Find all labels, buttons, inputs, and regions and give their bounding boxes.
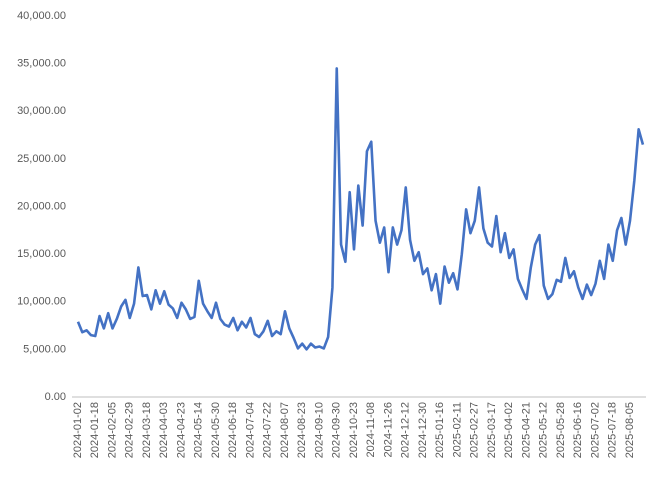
x-tick-label: 2024-01-18 [89,402,101,458]
y-tick-label: 40,000.00 [17,10,66,22]
x-tick-label: 2025-02-27 [469,402,481,458]
x-tick-label: 2025-06-16 [572,402,584,458]
x-tick-label: 2024-09-30 [331,402,343,458]
x-tick-label: 2025-03-17 [486,402,498,458]
y-tick-label: 10,000.00 [17,296,66,308]
y-tick-label: 20,000.00 [17,200,66,212]
x-tick-label: 2024-05-14 [193,402,205,458]
x-tick-label: 2025-08-05 [624,402,636,458]
y-tick-label: 30,000.00 [17,105,66,117]
x-tick-label: 2024-08-07 [279,402,291,458]
y-tick-label: 5,000.00 [23,343,66,355]
x-tick-label: 2024-11-26 [382,402,394,457]
x-tick-label: 2024-01-02 [72,402,84,458]
x-tick-label: 2024-04-03 [158,402,170,458]
x-tick-label: 2025-04-21 [520,402,532,458]
y-tick-label: 15,000.00 [17,248,66,260]
x-tick-label: 2025-05-28 [555,402,567,458]
y-tick-label: 35,000.00 [17,58,66,70]
x-tick-label: 2024-02-05 [106,402,118,458]
x-tick-label: 2024-12-30 [417,402,429,458]
y-tick-label: 25,000.00 [17,153,66,165]
x-tick-label: 2024-08-23 [296,402,308,458]
x-tick-label: 2024-12-12 [400,402,412,458]
x-tick-label: 2025-05-12 [538,402,550,458]
x-tick-label: 2025-04-02 [503,402,515,458]
x-tick-label: 2024-06-18 [227,402,239,458]
x-tick-label: 2025-07-02 [589,402,601,458]
x-tick-label: 2024-03-18 [141,402,153,458]
x-tick-label: 2024-07-04 [244,402,256,458]
x-tick-label: 2024-05-30 [210,402,222,458]
y-tick-label: 0.00 [45,391,66,403]
x-tick-label: 2024-07-22 [262,402,274,458]
data-line [76,67,645,351]
x-tick-label: 2024-09-10 [313,402,325,458]
x-tick-label: 2024-04-23 [175,402,187,458]
x-tick-label: 2024-02-29 [124,402,136,458]
x-tick-label: 2024-10-23 [348,402,360,458]
x-tick-label: 2025-07-18 [607,402,619,458]
x-tick-label: 2025-02-11 [451,402,463,457]
x-tick-label: 2025-01-16 [434,402,446,458]
x-tick-label: 2024-11-08 [365,402,377,457]
